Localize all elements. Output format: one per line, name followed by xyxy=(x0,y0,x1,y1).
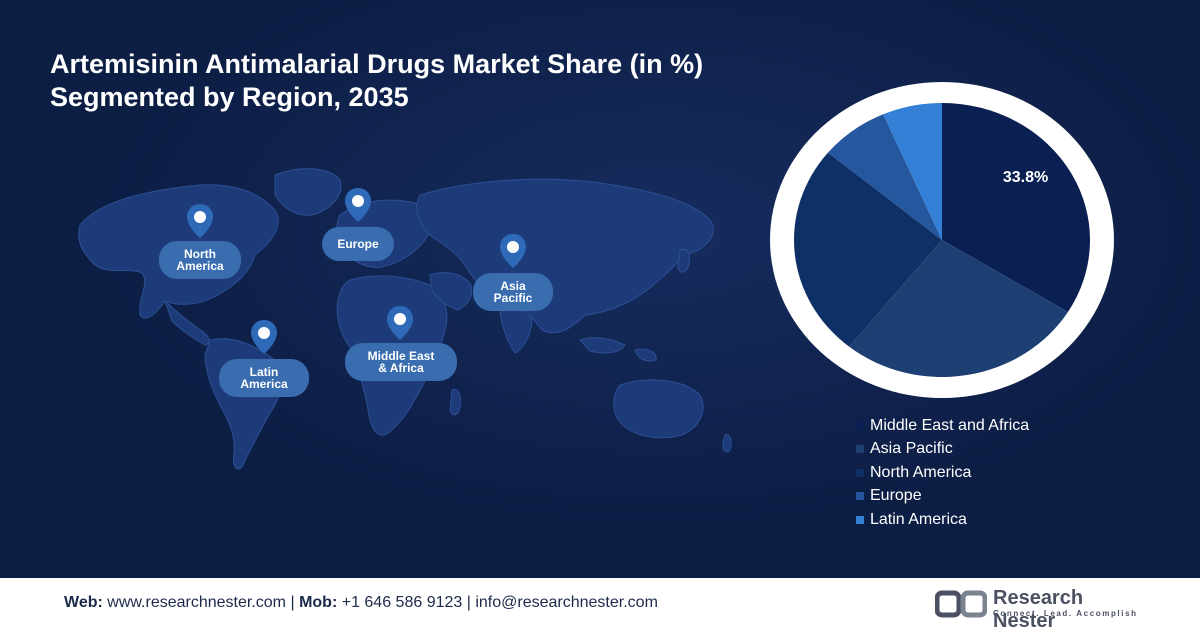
pie-slice-north-america xyxy=(794,152,942,347)
legend-swatch xyxy=(856,445,864,454)
legend-label: North America xyxy=(870,463,972,481)
footer-contact: Web: www.researchnester.com | Mob: +1 64… xyxy=(64,594,658,612)
latin-america-map-label: Latin America xyxy=(219,359,309,397)
mea-map-label: Middle East & Africa xyxy=(345,343,457,381)
legend-item: North America xyxy=(856,461,1029,485)
asia-pacific-map-label: Asia Pacific xyxy=(473,273,553,311)
pie-slice-europe xyxy=(827,114,942,240)
north-america-pin-icon xyxy=(187,204,213,238)
mob-label: Mob: xyxy=(299,594,338,611)
title-line-1: Artemisinin Antimalarial Drugs Market Sh… xyxy=(50,49,704,79)
north-america-map-label: North America xyxy=(159,241,241,279)
pie-data-labels: 33.8% xyxy=(1003,169,1048,186)
legend-label: Latin America xyxy=(870,510,967,528)
infographic-canvas: Artemisinin Antimalarial Drugs Market Sh… xyxy=(0,0,1200,578)
europe-map-label: Europe xyxy=(322,227,394,261)
legend-item: Europe xyxy=(856,485,1029,509)
latin-america-pin-icon xyxy=(251,320,277,354)
europe-label-line-1: Europe xyxy=(337,237,379,251)
web-value: www.researchnester.com xyxy=(107,594,286,611)
asia-pacific-label-line-2: Pacific xyxy=(493,291,533,305)
research-nester-logo: Research Nester Connect. Lead. Accomplis… xyxy=(935,587,1145,632)
legend-item: Middle East and Africa xyxy=(856,414,1029,438)
legend-swatch xyxy=(856,468,864,477)
pie-slice-latin-america xyxy=(883,103,942,240)
mea-label-line-1: Middle East xyxy=(367,349,435,363)
pie-data-label: 33.8% xyxy=(1003,169,1048,186)
title-line-2: Segmented by Region, 2035 xyxy=(50,82,409,112)
mob-value: +1 646 586 9123 xyxy=(341,594,463,611)
europe-pin-icon xyxy=(345,188,371,222)
logo-tagline: Connect. Lead. Accomplish xyxy=(993,609,1138,618)
north-america-label-line-1: North xyxy=(184,247,216,261)
latin-america-label-line-2: America xyxy=(240,377,288,391)
chart-legend: Middle East and Africa Asia Pacific North … xyxy=(856,414,1029,532)
chart-title: Artemisinin Antimalarial Drugs Market Sh… xyxy=(50,48,703,114)
pie-slices xyxy=(794,103,1090,377)
legend-swatch xyxy=(856,421,864,430)
legend-label: Asia Pacific xyxy=(870,440,953,458)
mea-pin-icon xyxy=(387,306,413,340)
north-america-label-line-2: America xyxy=(176,259,224,273)
legend-item: Asia Pacific xyxy=(856,438,1029,462)
asia-pacific-pin-icon xyxy=(500,234,526,268)
legend-swatch xyxy=(856,515,864,524)
email-value: info@researchnester.com xyxy=(475,594,658,611)
separator-2: | xyxy=(466,594,471,611)
asia-pacific-label-line-1: Asia xyxy=(500,279,526,293)
legend-label: Middle East and Africa xyxy=(870,416,1030,434)
footer-bar: Web: www.researchnester.com | Mob: +1 64… xyxy=(0,578,1200,632)
web-label: Web: xyxy=(64,594,103,611)
latin-america-label-line-1: Latin xyxy=(249,365,279,379)
legend-swatch xyxy=(856,492,864,501)
logo-name: Research Nester xyxy=(993,587,1084,632)
pie-chart: 33.8% xyxy=(770,82,1114,398)
separator-1: | xyxy=(290,594,295,611)
legend-label: Europe xyxy=(870,487,922,505)
legend-item: Latin America xyxy=(856,508,1029,532)
pie-slice-asia-pacific xyxy=(849,240,1068,377)
logo-mark-icon xyxy=(935,590,987,618)
mea-label-line-2: & Africa xyxy=(378,361,424,375)
pie-slice-middle-east-and-africa xyxy=(942,103,1090,312)
